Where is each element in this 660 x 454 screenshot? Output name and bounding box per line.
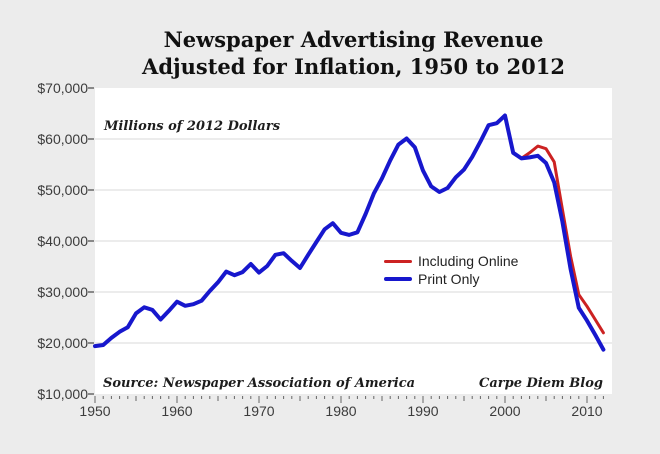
x-axis-label: 1970: [243, 403, 275, 419]
legend-swatch-print-only: [384, 277, 412, 281]
chart-title-line1: Newspaper Advertising Revenue: [163, 27, 544, 52]
x-axis-label: 1950: [79, 403, 111, 419]
y-axis-label: $40,000: [37, 233, 88, 249]
y-axis-label: $10,000: [37, 386, 88, 402]
x-axis-label: 2010: [571, 403, 603, 419]
legend: Including Online Print Only: [384, 252, 518, 288]
y-axis-label: $50,000: [37, 182, 88, 198]
credit-annotation: Carpe Diem Blog: [479, 376, 603, 391]
legend-label-including-online: Including Online: [418, 253, 519, 269]
y-axis-label: $30,000: [37, 284, 88, 300]
source-annotation: Source: Newspaper Association of America: [103, 376, 416, 391]
series-line-print-only: [93, 113, 606, 352]
x-axis-label: 1980: [325, 403, 357, 419]
y-axis-label: $60,000: [37, 131, 88, 147]
units-annotation: Millions of 2012 Dollars: [104, 119, 281, 134]
x-axis-label: 2000: [489, 403, 521, 419]
x-axis-label: 1960: [161, 403, 193, 419]
chart-title-line2: Adjusted for Inflation, 1950 to 2012: [142, 54, 565, 79]
legend-item-print-only: Print Only: [384, 270, 518, 288]
y-axis-label: $20,000: [37, 335, 88, 351]
y-axis-label: $70,000: [37, 80, 88, 96]
x-axis-label: 1990: [407, 403, 439, 419]
legend-label-print-only: Print Only: [418, 271, 480, 287]
legend-item-including-online: Including Online: [384, 252, 518, 270]
legend-swatch-including-online: [384, 259, 412, 263]
chart-title: Newspaper Advertising Revenue Adjusted f…: [47, 26, 660, 80]
series-line-including-online: [519, 144, 605, 335]
